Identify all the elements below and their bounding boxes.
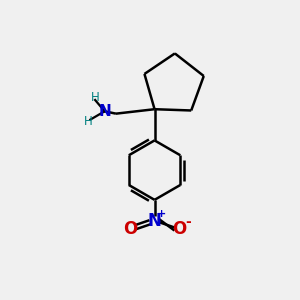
Text: H: H xyxy=(84,116,92,128)
Text: +: + xyxy=(157,209,166,219)
Text: N: N xyxy=(148,212,161,230)
Text: -: - xyxy=(185,215,191,230)
Text: O: O xyxy=(172,220,186,238)
Text: H: H xyxy=(91,91,100,104)
Text: N: N xyxy=(99,104,112,119)
Text: O: O xyxy=(123,220,137,238)
